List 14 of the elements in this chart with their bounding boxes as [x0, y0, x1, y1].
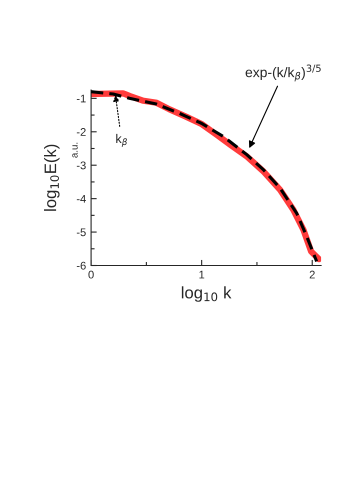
annotation: k$_{β}$: [116, 134, 127, 147]
y-tick-label: -5: [76, 228, 86, 236]
x-tick-label: 2: [310, 270, 315, 278]
y-axis-title: log$_{10}$E(k): [44, 144, 60, 211]
x-tick-label: 1: [199, 270, 204, 278]
y-tick-label: -6: [76, 262, 86, 270]
y-tick-label: -2: [76, 128, 86, 136]
text: a.u.: [72, 142, 78, 158]
x-axis-title: log$_{10}$ k: [182, 286, 232, 302]
x-tick-label: 0: [88, 270, 94, 279]
y-tick-label: -4: [76, 195, 86, 203]
y-tick-label: -1: [76, 94, 86, 102]
y-tick-label: -3: [76, 161, 86, 170]
annotation: exp-(k/k$_{β}$)$^{3/5}$: [246, 64, 321, 82]
